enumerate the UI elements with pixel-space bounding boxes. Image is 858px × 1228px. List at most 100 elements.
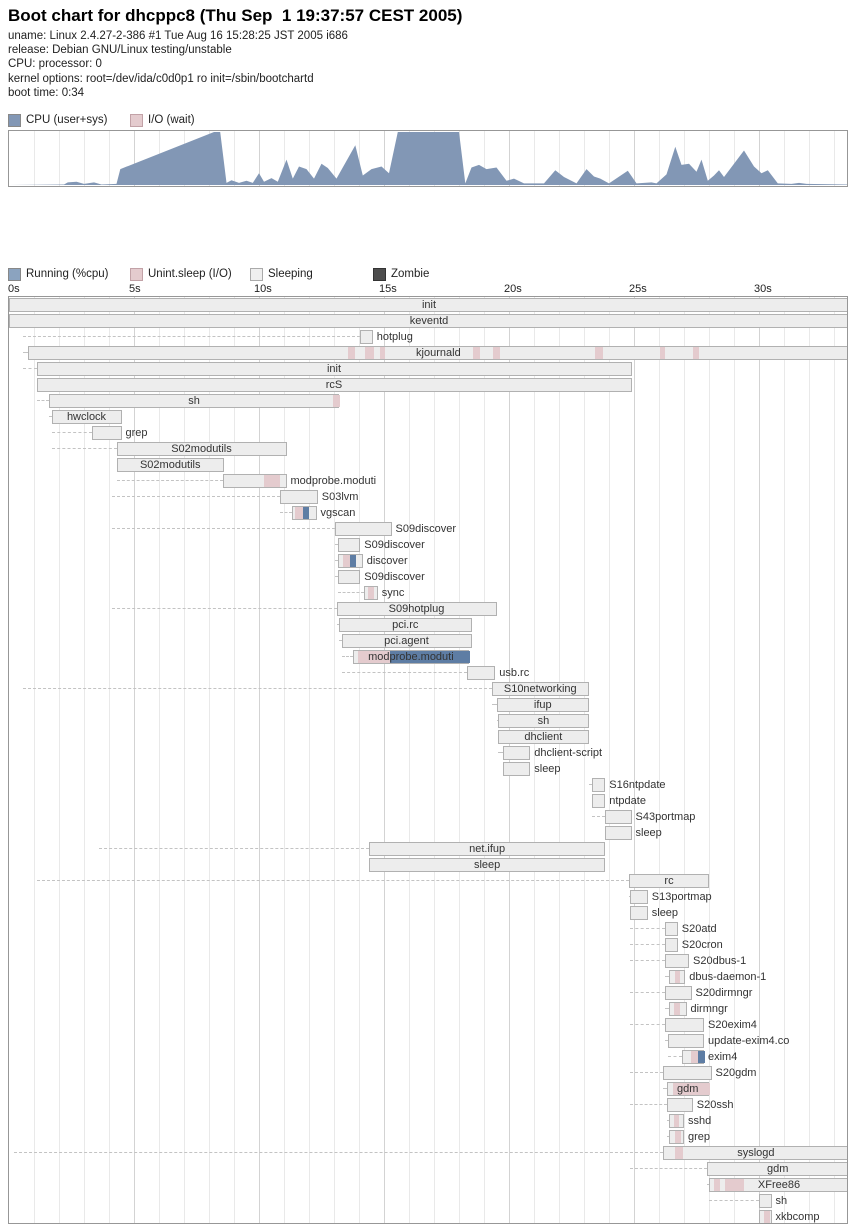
process-bar (91, 426, 122, 441)
process-bar (335, 522, 392, 537)
gridline (159, 297, 160, 1224)
process-label: S20gdm (715, 1067, 757, 1080)
gridline (259, 297, 260, 1224)
process-bar: ifup (496, 698, 589, 713)
running-segment (350, 555, 357, 568)
io-wait-segment (673, 1115, 679, 1128)
tree-connector (496, 720, 498, 722)
process-bar (337, 538, 361, 553)
gridline (759, 297, 760, 1224)
process-label: hotplug (376, 331, 413, 344)
process-bar (591, 794, 606, 809)
gridline (609, 131, 610, 187)
gridline (559, 131, 560, 187)
cpu-legend: CPU (user+sys) I/O (wait) (8, 113, 850, 127)
time-tick-label: 15s (379, 283, 397, 296)
io-wait-segment (342, 555, 350, 568)
process-bar (502, 762, 531, 777)
process-tree-chart: init keventd hotplug kjournald init rcS sh hwcl… (8, 296, 848, 1225)
gridline (234, 131, 235, 187)
process-label: net.ifup (469, 843, 506, 856)
process-label: vgscan (320, 507, 356, 520)
gridline (609, 297, 610, 1224)
process-label: modprobe.moduti (290, 475, 377, 488)
gridline (734, 297, 735, 1224)
legend-swatch-io_wait (130, 113, 143, 127)
process-label: discover (366, 555, 408, 568)
tree-connector (589, 784, 592, 786)
gridline (634, 131, 635, 187)
process-label: S09discover (364, 571, 425, 584)
legend-item: Sleeping (250, 267, 313, 281)
process-label: S20dbus-1 (693, 955, 747, 968)
running-segment (302, 507, 309, 520)
gridline (809, 131, 810, 187)
tree-connector (280, 512, 292, 514)
tree-connector (22, 336, 361, 338)
tree-connector (36, 880, 629, 882)
process-label: S02modutils (139, 459, 201, 472)
tree-connector (335, 544, 338, 546)
tree-connector (665, 1008, 669, 1010)
gridline (409, 297, 410, 1224)
tree-connector (49, 416, 52, 418)
gridline (834, 131, 835, 187)
tree-connector (662, 1088, 667, 1090)
process-label: sh (537, 715, 550, 728)
gridline (434, 297, 435, 1224)
legend-swatch-running_legend (8, 267, 21, 281)
legend-item: Zombie (373, 267, 429, 281)
process-bar (667, 1034, 704, 1049)
io-wait-segment (472, 347, 480, 360)
process-bar (662, 1066, 712, 1081)
process-bar (669, 1002, 687, 1017)
tree-connector (111, 528, 336, 530)
process-bar: S02modutils (116, 458, 224, 473)
process-bar (759, 1194, 772, 1209)
tree-connector (116, 480, 223, 482)
process-bar: sh (497, 714, 589, 729)
tree-connector (22, 688, 492, 690)
process-bar: sleep (369, 858, 606, 873)
process-bar (630, 890, 648, 905)
time-tick-label: 0s (8, 283, 20, 296)
gridline (384, 297, 385, 1224)
gridline (634, 297, 635, 1224)
tree-connector (630, 944, 666, 946)
process-label: sleep (635, 827, 662, 840)
tree-connector (706, 1184, 709, 1186)
gridline (384, 131, 385, 187)
process-label: modprobe.moduti (368, 651, 454, 664)
process-label: S03lvm (321, 491, 359, 504)
gridline (109, 131, 110, 187)
gridline (209, 297, 210, 1224)
gridline (109, 297, 110, 1224)
gridline (359, 297, 360, 1224)
io-wait-segment (763, 1211, 770, 1224)
process-label: sync (381, 587, 405, 600)
process-bar: kjournald (27, 346, 847, 361)
process-label: keventd (409, 315, 449, 328)
process-bar (665, 922, 678, 937)
gridline (709, 131, 710, 187)
gridline (259, 131, 260, 187)
legend-swatch-cpu_area (8, 113, 21, 127)
gridline (509, 297, 510, 1224)
gridline (684, 131, 685, 187)
tree-connector (591, 816, 606, 818)
process-label: usb.rc (499, 667, 530, 680)
tree-connector (630, 960, 666, 962)
tree-connector (665, 1040, 668, 1042)
process-label: syslogd (737, 1147, 775, 1160)
legend-label: I/O (wait) (148, 114, 195, 127)
tree-connector (99, 848, 369, 850)
process-label: ifup (533, 699, 552, 712)
gridline (184, 297, 185, 1224)
tree-connector (666, 1136, 669, 1138)
legend-item: CPU (user+sys) (8, 113, 107, 127)
process-label: XFree86 (757, 1179, 801, 1192)
gridline (309, 131, 310, 187)
process-bar: rcS (36, 378, 632, 393)
process-bar: S09hotplug (336, 602, 497, 617)
